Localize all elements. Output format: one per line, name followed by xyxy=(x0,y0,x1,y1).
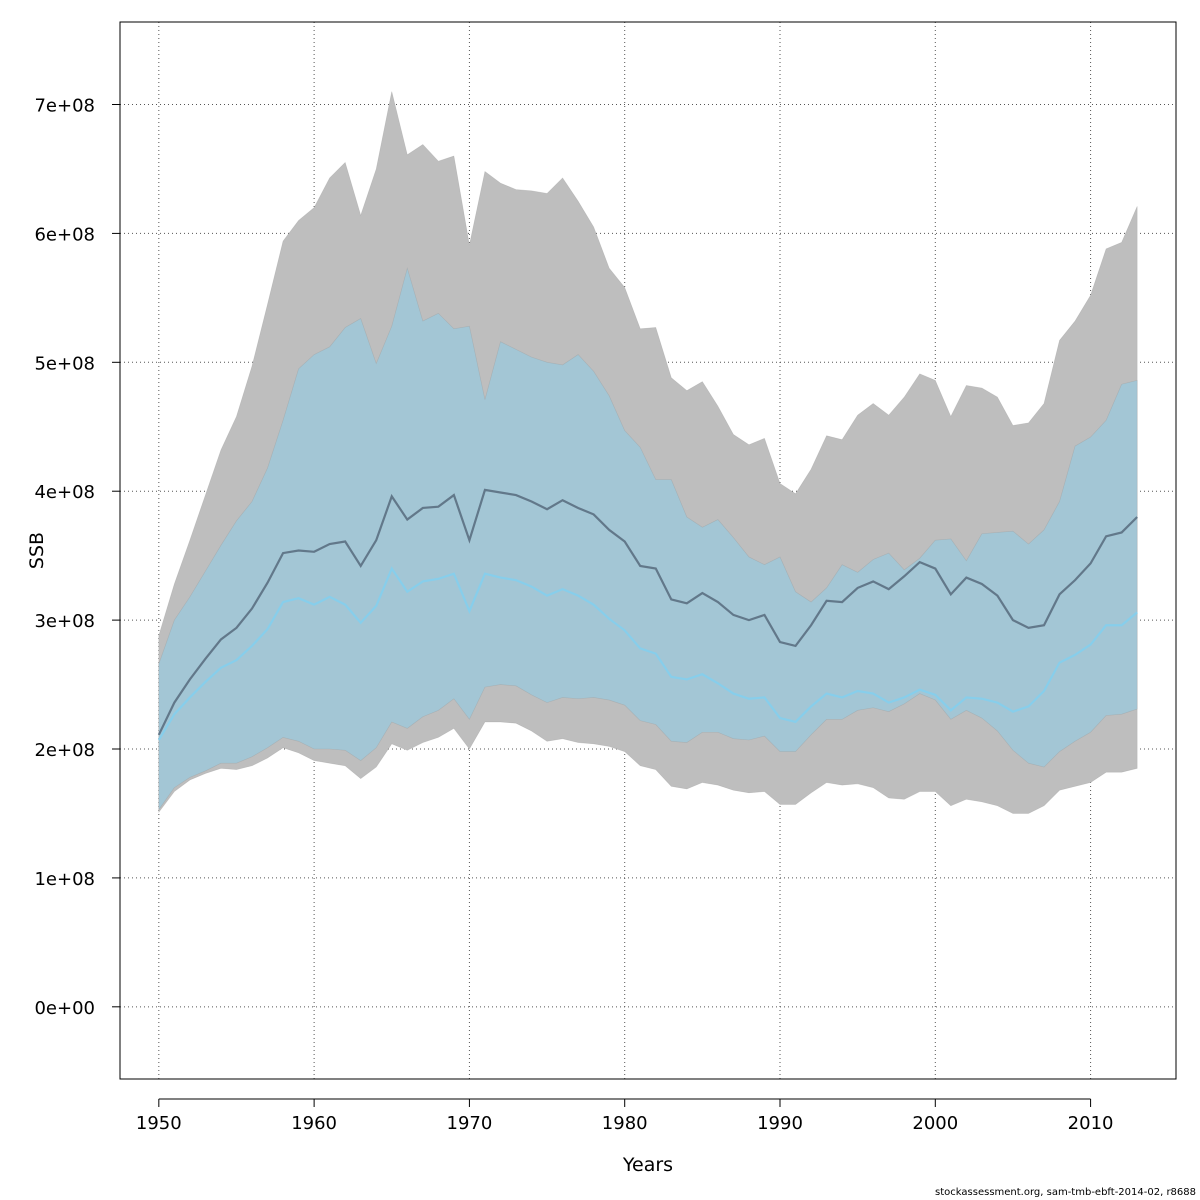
x-axis: 1950 1960 1970 1980 1990 2000 2010 xyxy=(136,1098,1114,1134)
x-tick-label: 1960 xyxy=(291,1113,337,1134)
y-axis: 0e+00 1e+08 2e+08 3e+08 4e+08 5e+08 6e+08 7e+08 xyxy=(34,95,121,1019)
x-tick-label: 1980 xyxy=(602,1113,648,1134)
y-axis-title: SSB xyxy=(26,532,48,569)
x-tick-label: 1970 xyxy=(447,1113,493,1134)
x-tick-label: 2000 xyxy=(912,1113,958,1134)
x-tick-label: 2010 xyxy=(1068,1113,1114,1134)
estimate-line-2 xyxy=(157,566,1138,741)
y-tick-label: 4e+08 xyxy=(34,482,95,503)
y-tick-label: 3e+08 xyxy=(34,611,95,632)
y-tick-label: 6e+08 xyxy=(34,224,95,245)
x-tick-label: 1950 xyxy=(136,1113,182,1134)
x-tick-label: 1990 xyxy=(757,1113,803,1134)
source-credit: stockassessment.org, sam-tmb-ebft-2014-0… xyxy=(935,1187,1196,1198)
estimate-line-1 xyxy=(157,488,1138,736)
y-tick-label: 7e+08 xyxy=(34,95,95,116)
series-lines xyxy=(157,488,1138,741)
y-tick-label: 0e+00 xyxy=(34,998,95,1019)
y-tick-label: 2e+08 xyxy=(34,740,95,761)
confidence-bands xyxy=(158,91,1138,814)
confidence-band-2 xyxy=(158,267,1138,811)
x-axis-title: Years xyxy=(622,1154,673,1176)
y-tick-label: 1e+08 xyxy=(34,869,95,890)
y-tick-label: 5e+08 xyxy=(34,353,95,374)
